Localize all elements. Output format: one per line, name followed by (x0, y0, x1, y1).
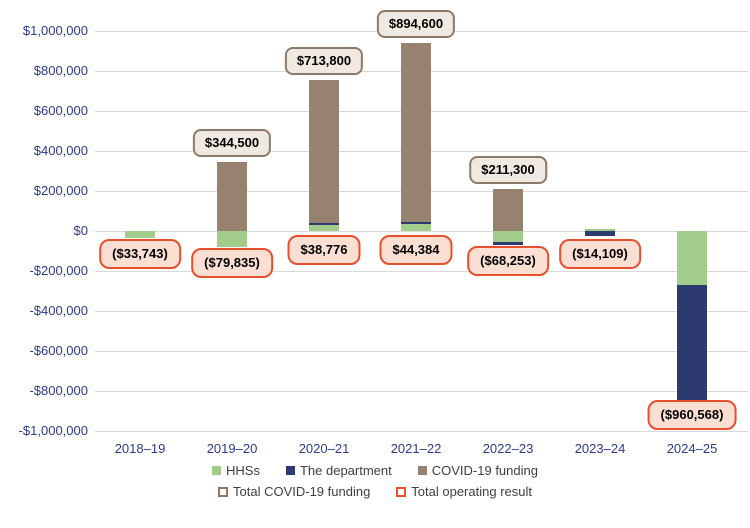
bar-the-department-2021-22 (401, 222, 431, 225)
operating-result-label-2021-22: $44,384 (379, 235, 453, 265)
legend-label: Total COVID-19 funding (233, 484, 371, 499)
legend-item-the-department: The department (285, 462, 392, 479)
legend-row-1: HHSs The department COVID-19 funding (212, 462, 538, 479)
gridline--$800,000 (95, 390, 748, 392)
legend-item-total-operating-result: Total operating result (396, 483, 532, 500)
legend-label: HHSs (226, 463, 260, 478)
operating-result-label-2019-20: ($79,835) (191, 247, 273, 278)
bar-covid-19-funding-2022-23 (493, 188, 523, 231)
y-axis-tick-label: -$800,000 (29, 383, 88, 398)
y-axis-tick-label: $800,000 (33, 63, 88, 78)
bar-hhss-2023-24 (585, 229, 615, 231)
bar-covid-19-funding-2019-20 (217, 162, 247, 231)
x-axis-label-2018-19: 2018–19 (114, 441, 166, 456)
bar-the-department-2022-23 (493, 242, 523, 245)
y-axis-tick-label: $1,000,000 (22, 23, 88, 38)
legend-marker-hhss-icon (212, 466, 222, 475)
legend-marker-the-department-icon (285, 466, 295, 475)
gridline--$200,000 (95, 270, 748, 272)
covid-funding-label-2019-20: $344,500 (192, 129, 272, 158)
legend-label: The department (299, 463, 392, 478)
x-axis-label-2019-20: 2019–20 (206, 441, 258, 456)
legend-marker-covid-19-funding-icon (417, 466, 427, 475)
legend-label: Total operating result (411, 484, 532, 499)
x-axis-label-2022-23: 2022–23 (482, 441, 534, 456)
gridline-$0 (95, 230, 748, 232)
legend-marker-total-operating-result-icon (396, 486, 407, 497)
y-axis-tick-label: $200,000 (33, 183, 88, 198)
legend-label: COVID-19 funding (431, 463, 538, 478)
legend-item-covid-19-funding: COVID-19 funding (417, 462, 538, 479)
y-axis-tick-label: $600,000 (33, 103, 88, 118)
y-axis-tick-label: -$600,000 (29, 343, 88, 358)
x-axis-label-2020-21: 2020–21 (298, 441, 350, 456)
legend-item-hhss: HHSs (212, 462, 260, 479)
x-axis-label-2024-25: 2024–25 (666, 441, 718, 456)
operating-result-label-2023-24: ($14,109) (559, 239, 641, 269)
bar-the-department-2023-24 (585, 231, 615, 236)
gridline--$1,000,000 (95, 430, 748, 432)
bar-hhss-2018-19 (125, 231, 155, 238)
covid-funding-label-2021-22: $894,600 (376, 10, 456, 39)
legend-item-total-covid-19-funding: Total COVID-19 funding (218, 483, 370, 500)
gridline--$600,000 (95, 350, 748, 352)
x-axis-label-2021-22: 2021–22 (390, 441, 442, 456)
y-axis-tick-label: $400,000 (33, 143, 88, 158)
legend: HHSs The department COVID-19 funding Total … (0, 462, 750, 500)
bar-hhss-2022-23 (493, 231, 523, 242)
x-axis-label-2023-24: 2023–24 (574, 441, 626, 456)
bar-covid-19-funding-2020-21 (309, 80, 339, 224)
bar-hhss-2024-25 (677, 231, 707, 286)
operating-result-label-2020-21: $38,776 (287, 235, 361, 265)
y-axis-tick-label: -$1,000,000 (18, 423, 88, 438)
bar-hhss-2021-22 (401, 223, 431, 231)
operating-result-label-2018-19: ($33,743) (99, 239, 181, 269)
bar-hhss-2020-21 (309, 224, 339, 231)
bar-the-department-2020-21 (309, 223, 339, 226)
y-axis-tick-label: $0 (73, 223, 88, 238)
covid-funding-label-2020-21: $713,800 (284, 47, 364, 76)
bar-covid-19-funding-2021-22 (401, 43, 431, 223)
legend-row-2: Total COVID-19 funding Total operating re… (218, 483, 532, 500)
operating-result-label-2022-23: ($68,253) (467, 245, 549, 276)
covid-funding-label-2022-23: $211,300 (469, 155, 547, 184)
y-axis-tick-label: -$200,000 (29, 263, 88, 278)
gridline--$400,000 (95, 310, 748, 312)
legend-marker-total-covid-19-funding-icon (218, 486, 228, 497)
y-axis-tick-label: -$400,000 (29, 303, 88, 318)
operating-result-label-2024-25: ($960,568) (647, 400, 737, 430)
bar-hhss-2019-20 (217, 231, 247, 247)
